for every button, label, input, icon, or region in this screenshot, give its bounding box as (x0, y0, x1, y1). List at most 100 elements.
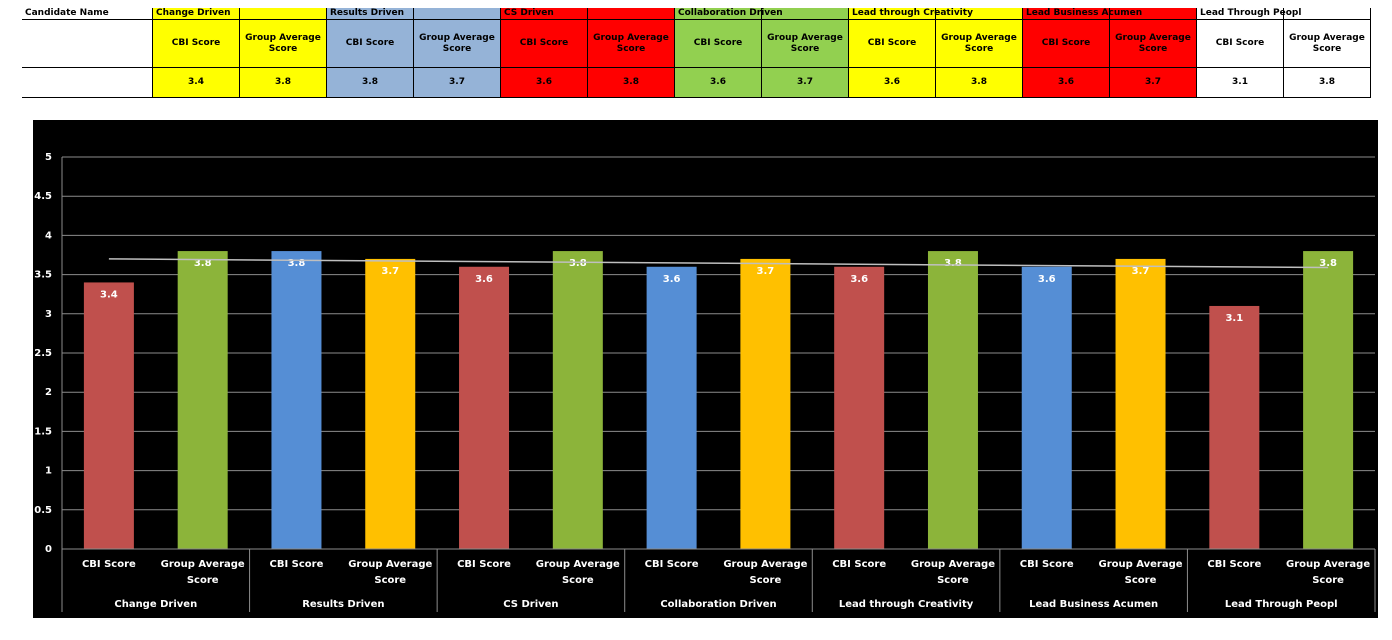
column-header: CBI Score (327, 20, 414, 68)
data-label: 3.8 (569, 258, 587, 269)
column-header: Group Average Score (1110, 20, 1197, 68)
data-label: 3.6 (1038, 274, 1056, 285)
x-sub-label: Group Average Score (723, 559, 808, 586)
bar (740, 258, 791, 549)
x-sub-label: Group Average Score (1286, 559, 1371, 586)
y-tick-label: 4.5 (34, 191, 52, 202)
data-label: 3.8 (1319, 258, 1337, 269)
y-tick-label: 3.5 (34, 270, 52, 281)
y-tick-label: 5 (45, 152, 52, 163)
score-cell: 3.4 (153, 68, 240, 98)
score-cell: 3.6 (1023, 68, 1110, 98)
data-label: 3.6 (850, 274, 868, 285)
blank-cell (22, 20, 153, 68)
x-group-label: Change Driven (114, 599, 198, 610)
x-sub-label: CBI Score (1207, 559, 1262, 570)
score-cell: 3.8 (588, 68, 675, 98)
bar (1209, 305, 1260, 549)
score-cell: 3.6 (675, 68, 762, 98)
data-label: 3.8 (288, 258, 306, 269)
y-tick-label: 2 (45, 387, 52, 398)
x-group-label: Results Driven (302, 599, 385, 610)
x-sub-label: Group Average Score (160, 559, 245, 586)
bar (927, 251, 978, 549)
score-cell: 3.7 (1110, 68, 1197, 98)
x-sub-label: CBI Score (832, 559, 887, 570)
trend-line (108, 258, 1329, 269)
bar (1303, 251, 1354, 549)
bar (646, 266, 697, 549)
bar (552, 251, 603, 549)
bar (1021, 266, 1072, 549)
data-label: 3.8 (944, 258, 962, 269)
y-tick-label: 0 (45, 544, 52, 555)
x-sub-label: CBI Score (457, 559, 511, 570)
score-cell: 3.7 (414, 68, 501, 98)
bar (365, 258, 416, 549)
column-header: Group Average Score (936, 20, 1023, 68)
bar (83, 282, 134, 549)
score-cell: 3.8 (327, 68, 414, 98)
header-fill (762, 8, 849, 20)
score-cell: 3.6 (849, 68, 936, 98)
data-label: 3.6 (475, 274, 493, 285)
column-header: CBI Score (675, 20, 762, 68)
column-header: Group Average Score (1284, 20, 1371, 68)
header-fill (414, 8, 501, 20)
y-tick-label: 2.5 (34, 348, 52, 359)
data-label: 3.7 (1132, 266, 1150, 277)
bar (1115, 258, 1166, 549)
y-tick-label: 1 (45, 466, 52, 477)
y-tick-label: 4 (45, 230, 52, 241)
bar (834, 266, 885, 549)
bar (271, 251, 322, 549)
data-label: 3.7 (381, 266, 399, 277)
x-group-label: Lead through Creativity (838, 599, 974, 610)
x-group-label: Lead Through Peopl (1224, 599, 1338, 610)
x-sub-label: Group Average Score (910, 559, 995, 586)
column-header: Group Average Score (588, 20, 675, 68)
x-sub-label: CBI Score (269, 559, 324, 570)
corner-header: Candidate Name (22, 8, 153, 20)
chart-background (33, 120, 1378, 618)
header-fill (1284, 8, 1371, 20)
bar (177, 251, 228, 549)
group-header: Lead through Creativity (849, 8, 973, 20)
column-header: CBI Score (153, 20, 240, 68)
score-cell: 3.8 (240, 68, 327, 98)
score-cell: 3.6 (501, 68, 588, 98)
group-header: Lead Business Acumen (1023, 8, 1142, 20)
group-header: Change Driven (153, 8, 240, 20)
blank-cell (22, 68, 153, 98)
column-header: Group Average Score (414, 20, 501, 68)
column-header: Group Average Score (240, 20, 327, 68)
y-tick-label: 0.5 (34, 505, 52, 516)
group-header: Lead Through Peopl (1197, 8, 1301, 20)
score-cell: 3.8 (936, 68, 1023, 98)
group-header: Collaboration Driven (675, 8, 783, 20)
data-label: 3.4 (100, 289, 118, 300)
x-group-label: Lead Business Acumen (1029, 599, 1159, 610)
x-group-label: Collaboration Driven (660, 599, 777, 610)
column-header: CBI Score (501, 20, 588, 68)
x-sub-label: CBI Score (644, 559, 699, 570)
data-label: 3.1 (1225, 313, 1243, 324)
y-tick-label: 1.5 (34, 426, 52, 437)
header-fill (936, 8, 1023, 20)
column-header: Group Average Score (762, 20, 849, 68)
bar (459, 266, 510, 549)
score-cell: 3.8 (1284, 68, 1371, 98)
column-header: CBI Score (1197, 20, 1284, 68)
y-tick-label: 3 (45, 309, 52, 320)
header-fill (588, 8, 675, 20)
group-header: Results Driven (327, 8, 414, 20)
x-sub-label: CBI Score (1019, 559, 1074, 570)
x-sub-label: CBI Score (81, 559, 136, 570)
x-group-label: CS Driven (503, 599, 559, 610)
x-sub-label: Group Average Score (535, 559, 620, 586)
column-header: CBI Score (1023, 20, 1110, 68)
x-sub-label: Group Average Score (1098, 559, 1183, 586)
x-sub-label: Group Average Score (348, 559, 433, 586)
